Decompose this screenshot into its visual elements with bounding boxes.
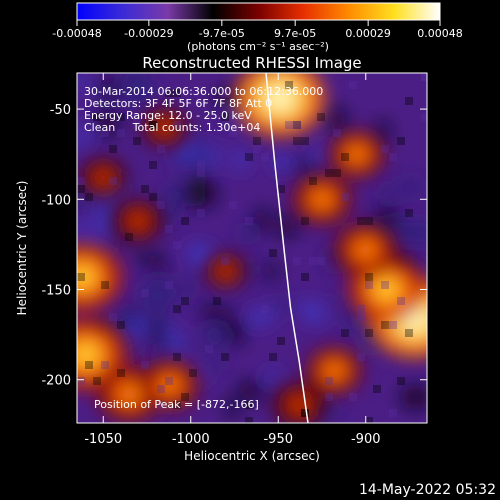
y-axis-label: Heliocentric Y (arcsec): [15, 181, 29, 316]
annotation-peak-position: Position of Peak = [-872,-166]: [94, 398, 259, 411]
y-tick-label: -150: [41, 283, 71, 298]
x-tick-label: -1000: [172, 432, 210, 447]
x-tick-label: -950: [263, 432, 293, 447]
chart-title: Reconstructed RHESSI Image: [142, 54, 361, 72]
colorbar-tick-label: -0.00029: [124, 27, 173, 40]
heatmap-area: [77, 73, 427, 423]
colorbar-unit-label: (photons cm⁻² s⁻¹ asec⁻²): [187, 40, 329, 53]
colorbar: [76, 2, 441, 21]
colorbar-tick-label: 0.00048: [417, 27, 463, 40]
plot-frame: [76, 72, 428, 424]
colorbar-tick-label: 0.00029: [345, 27, 391, 40]
y-axis-ticks: -50 -100 -150 -200: [41, 103, 427, 389]
x-axis-label: Heliocentric X (arcsec): [184, 449, 320, 463]
colorbar-tick-label: -0.00048: [52, 27, 101, 40]
y-tick-label: -200: [41, 374, 71, 389]
colorbar-ticks: -0.00048 -0.00029 -9.7e-05 9.7e-05 0.00029 0.…: [52, 20, 463, 40]
annotation-detectors: Detectors: 3F 4F 5F 6F 7F 8F Att 0: [84, 97, 272, 110]
annotation-energy-range: Energy Range: 12.0 - 25.0 keV: [84, 109, 252, 122]
colorbar-tick-label: -9.7e-05: [199, 27, 245, 40]
footer-timestamp: 14-May-2022 05:32: [359, 482, 496, 498]
solar-limb-line: [265, 73, 309, 423]
annotation-time-range: 30-Mar-2014 06:06:36.000 to 06:12:36.000: [84, 85, 323, 98]
y-tick-label: -50: [50, 103, 71, 118]
x-axis-ticks: -1050 -1000 -950 -900: [84, 73, 381, 447]
y-tick-label: -100: [41, 193, 71, 208]
annotation-clean-counts: Clean Total counts: 1.30e+04: [84, 121, 260, 134]
x-tick-label: -1050: [84, 432, 122, 447]
x-tick-label: -900: [351, 432, 381, 447]
colorbar-tick-label: 9.7e-05: [274, 27, 316, 40]
